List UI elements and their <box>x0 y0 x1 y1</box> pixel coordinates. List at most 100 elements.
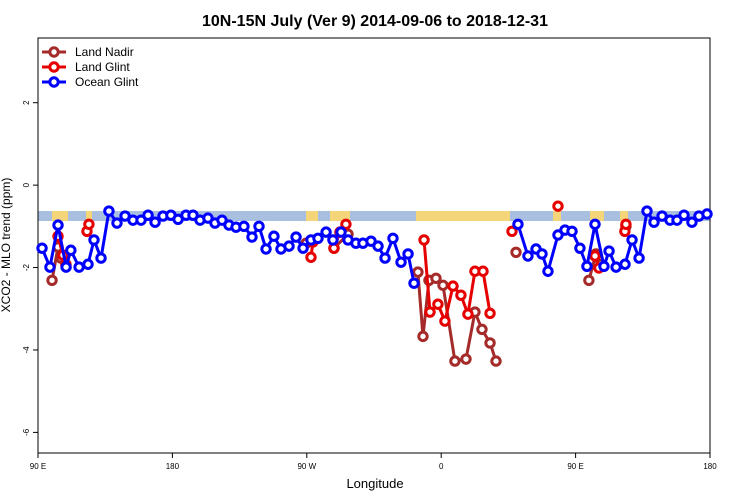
point <box>462 308 474 320</box>
point <box>408 277 420 289</box>
point <box>412 266 424 278</box>
point <box>439 315 451 327</box>
y-tick-label: 2 <box>22 100 31 105</box>
point <box>455 289 467 301</box>
point <box>73 261 85 273</box>
x-tick-label: 90 W <box>297 462 316 471</box>
point <box>387 232 399 244</box>
land-band <box>590 211 604 221</box>
point <box>522 250 534 262</box>
legend-marker <box>48 46 60 58</box>
point <box>260 243 272 255</box>
point <box>142 209 154 221</box>
point <box>246 231 258 243</box>
point <box>542 265 554 277</box>
point <box>449 355 461 367</box>
point <box>60 261 72 273</box>
point <box>686 216 698 228</box>
point <box>603 245 615 257</box>
point <box>610 261 622 273</box>
land-band <box>553 211 561 221</box>
point <box>430 272 442 284</box>
point <box>82 258 94 270</box>
point <box>83 218 95 230</box>
series <box>36 205 713 289</box>
point <box>88 234 100 246</box>
point <box>372 240 384 252</box>
land-band <box>52 211 68 221</box>
point <box>678 209 690 221</box>
point <box>149 216 161 228</box>
point <box>620 218 632 230</box>
land-band <box>86 211 92 221</box>
y-tick-label: 0 <box>22 182 31 187</box>
x-tick-label: 180 <box>703 462 717 471</box>
point <box>506 225 518 237</box>
point <box>626 234 638 246</box>
point <box>36 242 48 254</box>
point <box>402 248 414 260</box>
point <box>46 274 58 287</box>
legend-marker <box>48 76 60 88</box>
point <box>297 242 309 254</box>
point <box>598 260 610 273</box>
point <box>583 274 595 287</box>
land-band <box>330 211 350 221</box>
point <box>52 219 64 231</box>
point <box>253 220 265 233</box>
point <box>290 231 302 243</box>
land-mask <box>38 211 710 221</box>
y-tick-label: -2 <box>22 263 31 271</box>
x-tick-label: 90 E <box>30 462 46 471</box>
point <box>44 261 56 273</box>
point <box>238 220 250 233</box>
point <box>536 248 548 260</box>
point <box>476 323 488 336</box>
land-band <box>416 211 510 221</box>
point <box>395 256 407 268</box>
point <box>312 232 324 244</box>
x-tick-label: 0 <box>439 462 444 471</box>
point <box>111 217 123 229</box>
point <box>340 218 352 230</box>
point <box>510 246 522 258</box>
point <box>641 205 653 217</box>
x-tick-label: 90 E <box>567 462 583 471</box>
point <box>581 260 593 273</box>
point <box>320 226 332 238</box>
point <box>589 218 601 230</box>
point <box>327 234 339 246</box>
point <box>490 355 502 367</box>
point <box>95 252 107 264</box>
point <box>432 298 444 310</box>
point <box>417 330 429 343</box>
point <box>484 307 496 319</box>
point <box>424 306 436 318</box>
y-tick-label: -6 <box>22 428 31 436</box>
x-tick-label: 180 <box>166 462 180 471</box>
point <box>268 230 280 242</box>
point <box>566 225 578 237</box>
legend-label: Land Nadir <box>75 45 134 59</box>
point <box>619 258 631 270</box>
point <box>648 216 660 228</box>
point <box>477 265 489 277</box>
point <box>335 226 347 238</box>
point <box>447 280 459 292</box>
point <box>574 242 586 254</box>
point <box>589 250 601 262</box>
x-axis-label: Longitude <box>346 476 403 491</box>
point <box>484 337 496 349</box>
point <box>418 234 430 246</box>
point <box>283 240 295 252</box>
point <box>65 244 77 256</box>
land-band <box>306 211 318 221</box>
y-tick-label: -4 <box>22 346 31 354</box>
ocean-band <box>38 211 710 221</box>
point <box>633 252 645 264</box>
point <box>379 252 391 264</box>
point <box>512 218 524 230</box>
chart-title: 10N-15N July (Ver 9) 2014-09-06 to 2018-… <box>202 13 548 30</box>
legend-label: Ocean Glint <box>75 75 139 89</box>
